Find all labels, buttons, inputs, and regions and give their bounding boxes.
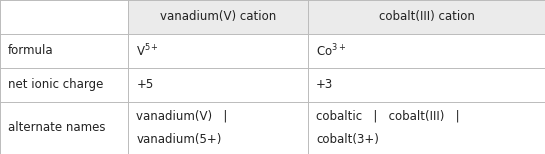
Text: cobalt(III) cation: cobalt(III) cation bbox=[379, 10, 474, 23]
Bar bbox=[128, 0, 308, 34]
Text: +3: +3 bbox=[316, 78, 334, 91]
Text: vanadium(V) cation: vanadium(V) cation bbox=[160, 10, 276, 23]
Text: vanadium(V)   |: vanadium(V) | bbox=[136, 110, 228, 123]
Text: alternate names: alternate names bbox=[8, 121, 106, 134]
Text: Co$^{3+}$: Co$^{3+}$ bbox=[316, 43, 347, 59]
Text: +5: +5 bbox=[136, 78, 154, 91]
Text: formula: formula bbox=[8, 44, 54, 57]
Text: cobalt(3+): cobalt(3+) bbox=[316, 133, 379, 146]
Bar bbox=[308, 0, 545, 34]
Text: V$^{5+}$: V$^{5+}$ bbox=[136, 43, 159, 59]
Text: net ionic charge: net ionic charge bbox=[8, 78, 104, 91]
Text: vanadium(5+): vanadium(5+) bbox=[136, 133, 222, 146]
Text: cobaltic   |   cobalt(III)   |: cobaltic | cobalt(III) | bbox=[316, 110, 460, 123]
